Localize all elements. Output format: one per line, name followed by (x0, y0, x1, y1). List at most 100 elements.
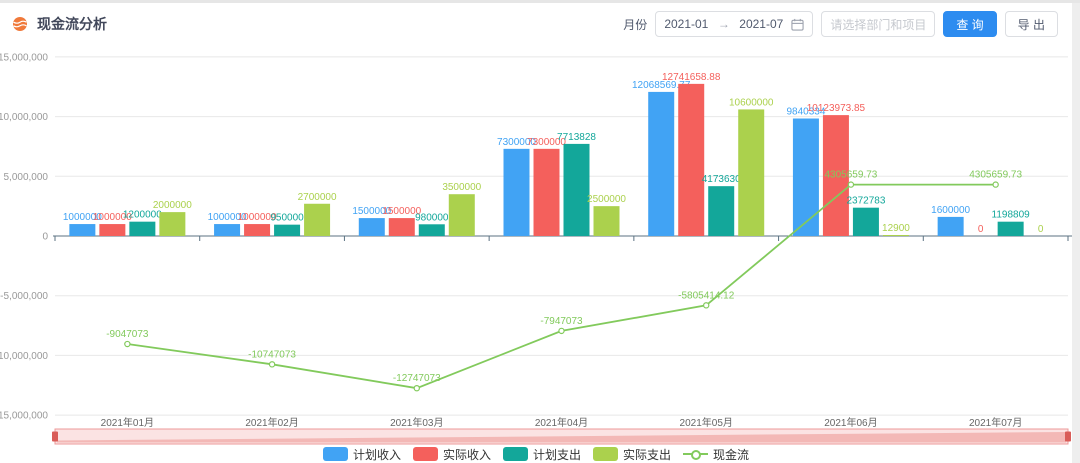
bar-value-label: 1600000 (931, 205, 970, 216)
bar-value-label: 2000000 (153, 200, 192, 211)
cashflow-point[interactable] (992, 181, 999, 188)
dept-project-placeholder: 请选择部门和项目 (830, 17, 927, 32)
datazoom-data-shadow (57, 432, 1066, 443)
bar-计划收入[interactable] (358, 218, 385, 236)
bar-实际收入[interactable] (388, 218, 415, 236)
bar-计划支出[interactable] (997, 221, 1024, 236)
date-range-picker[interactable]: 2021-01 → 2021-07 (655, 11, 814, 37)
bar-计划收入[interactable] (648, 91, 675, 236)
dept-project-select[interactable]: 请选择部门和项目 (821, 11, 936, 37)
bar-value-label: 1000000 (238, 212, 277, 223)
bar-value-label: 12741658.88 (662, 72, 721, 83)
x-axis-category-label: 2021年02月 (245, 416, 298, 429)
cashflow-point[interactable] (268, 361, 276, 368)
bar-value-label: 10123973.85 (807, 103, 866, 114)
bar-实际支出[interactable] (448, 194, 475, 236)
x-axis-category-label: 2021年01月 (101, 416, 154, 429)
date-end-value[interactable]: 2021-07 (739, 17, 784, 31)
cashflow-point[interactable] (703, 302, 710, 309)
bar-计划支出[interactable] (852, 207, 879, 236)
bar-value-label: 7300000 (497, 137, 536, 148)
bar-value-label: 2500000 (587, 194, 626, 205)
app-logo-icon (12, 16, 28, 32)
query-button[interactable]: 查 询 (943, 11, 997, 37)
legend-label: 实际支出 (623, 447, 672, 462)
cashflow-point-label: -10747073 (248, 349, 296, 360)
bar-计划收入[interactable] (937, 216, 964, 236)
top-border (0, 0, 1080, 3)
bar-实际支出[interactable] (159, 212, 186, 236)
bar-value-label: 1000000 (93, 212, 132, 223)
bar-value-label: 980000 (415, 212, 449, 223)
cashflow-point[interactable] (413, 385, 420, 392)
y-axis-tick-label: 0 (42, 232, 48, 243)
title-group: 现金流分析 (12, 14, 107, 34)
bar-实际收入[interactable] (533, 148, 560, 236)
x-axis-category-label: 2021年03月 (390, 416, 443, 429)
bar-计划支出[interactable] (708, 186, 735, 236)
calendar-icon (791, 18, 804, 31)
cashflow-point-label: -9047073 (106, 329, 149, 340)
legend-swatch-icon (412, 447, 438, 461)
y-axis-tick-label: 10,000,000 (0, 112, 48, 123)
bar-计划收入[interactable] (792, 118, 819, 236)
month-filter-label: 月份 (623, 17, 648, 32)
legend-item-现金流[interactable]: 现金流 (683, 446, 749, 463)
bar-实际收入[interactable] (678, 83, 705, 236)
datazoom-left-handle[interactable] (52, 431, 58, 442)
bar-实际收入[interactable] (244, 224, 271, 236)
export-button[interactable]: 导 出 (1004, 11, 1058, 37)
date-start-value[interactable]: 2021-01 (664, 17, 709, 31)
legend-item-计划收入[interactable]: 计划收入 (322, 446, 401, 463)
bar-value-label: 2700000 (298, 192, 337, 203)
y-axis-tick-label: -10,000,000 (0, 351, 48, 362)
legend-swatch-icon (322, 447, 348, 461)
bar-计划收入[interactable] (69, 224, 96, 236)
bar-计划收入[interactable] (214, 224, 241, 236)
bar-value-label: 3500000 (442, 182, 481, 193)
cashflow-point[interactable] (558, 327, 565, 335)
bar-实际收入[interactable] (822, 115, 849, 236)
legend-item-实际收入[interactable]: 实际收入 (412, 446, 491, 463)
bar-value-label: 1000000 (63, 212, 102, 223)
bar-计划支出[interactable] (129, 221, 156, 236)
legend-swatch-icon (593, 447, 618, 461)
bar-实际支出[interactable] (882, 235, 909, 236)
cashflow-chart: 15,000,000 10,000,000 5,000,000 0 -5,000,000… (0, 45, 1080, 445)
cashflow-point-label: 4305659.73 (969, 170, 1022, 181)
datazoom-slider[interactable] (52, 428, 1071, 445)
x-axis-category-label: 2021年06月 (824, 416, 877, 429)
legend-item-实际支出[interactable]: 实际支出 (593, 446, 671, 463)
bar-value-label: 4173630 (702, 174, 741, 185)
bar-计划支出[interactable] (418, 224, 445, 236)
page-title: 现金流分析 (37, 16, 107, 32)
bar-value-label: 7300000 (527, 137, 566, 148)
bar-实际支出[interactable] (593, 206, 620, 236)
bar-计划收入[interactable] (503, 148, 530, 236)
bar-计划支出[interactable] (563, 143, 590, 236)
bar-计划支出[interactable] (274, 224, 301, 236)
legend-label: 计划收入 (352, 447, 401, 462)
bar-value-label: 1500000 (382, 206, 421, 217)
y-axis-tick-label: -5,000,000 (0, 291, 48, 302)
bar-value-label: 950000 (270, 213, 304, 224)
chart-canvas: 15,000,000 10,000,000 5,000,000 0 -5,000,000… (0, 52, 1072, 445)
chart-legend: 计划收入 实际收入 计划支出 实际支出 现金流 (0, 446, 1072, 462)
bar-实际支出[interactable] (738, 109, 765, 236)
scrollbar[interactable] (1072, 3, 1080, 463)
x-axis-category-label: 2021年05月 (680, 416, 733, 429)
cashflow-point[interactable] (847, 181, 855, 188)
toolbar: 现金流分析 月份 2021-01 → 2021-07 请选择部门和项目 (0, 3, 1064, 45)
cashflow-point[interactable] (124, 340, 131, 348)
bar-实际收入[interactable] (99, 224, 126, 236)
legend-label: 现金流 (713, 447, 750, 462)
legend-item-计划支出[interactable]: 计划支出 (502, 446, 581, 463)
x-axis-category-label: 2021年07月 (969, 416, 1022, 429)
bar-value-label: 0 (978, 224, 984, 235)
datazoom-right-handle[interactable] (1065, 431, 1071, 442)
cashflow-point-label: -12747073 (393, 373, 441, 384)
y-axis-tick-label: 5,000,000 (4, 172, 49, 183)
bar-实际支出[interactable] (304, 203, 331, 236)
x-axis-category-label: 2021年04月 (535, 416, 588, 429)
